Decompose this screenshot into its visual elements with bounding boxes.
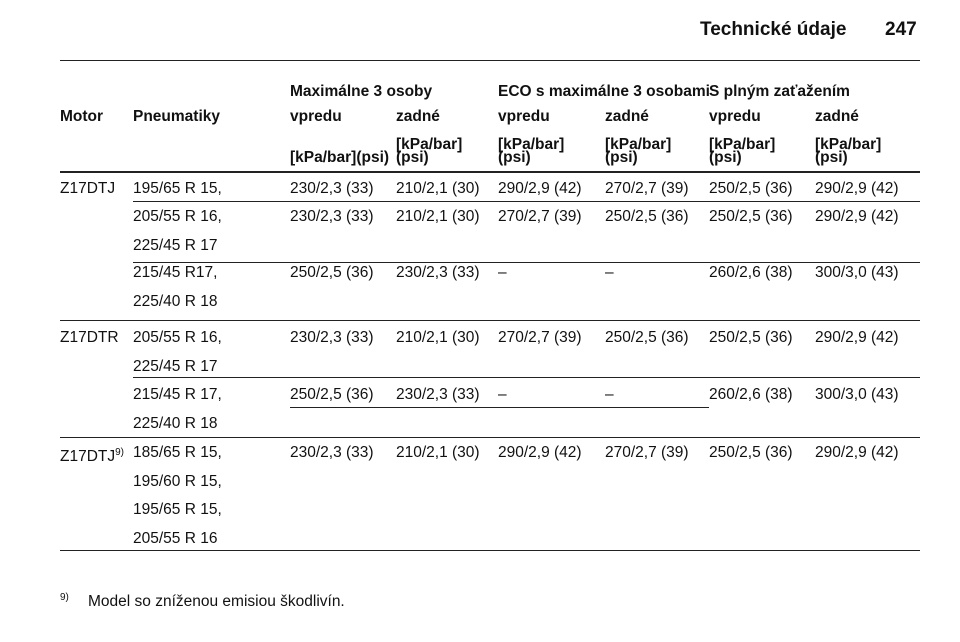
pressure: 210/2,1 (30) bbox=[396, 444, 480, 461]
tire-size: 195/60 R 15, bbox=[133, 472, 222, 490]
tire-size: 195/65 R 15, bbox=[133, 180, 222, 197]
pressure: 290/2,9 (42) bbox=[815, 180, 899, 197]
pressure: 290/2,9 (42) bbox=[815, 329, 899, 346]
tire-size: 225/45 R 17 bbox=[133, 236, 218, 254]
rule bbox=[290, 407, 709, 408]
unit-header: [kPa/bar] bbox=[709, 136, 776, 153]
group-header: S plným zaťažením bbox=[709, 83, 850, 100]
tire-size: 205/55 R 16, bbox=[133, 329, 222, 346]
column-header: Motor bbox=[60, 108, 104, 125]
unit-header: [kPa/bar] bbox=[498, 136, 565, 153]
unit-header: (psi) bbox=[396, 149, 429, 166]
pressure: 250/2,5 (36) bbox=[605, 208, 689, 225]
group-header: Maximálne 3 osoby bbox=[290, 83, 433, 100]
pressure: 250/2,5 (36) bbox=[605, 329, 689, 346]
column-header: zadné bbox=[396, 108, 440, 125]
pressure: 230/2,3 (33) bbox=[396, 386, 480, 403]
unit-header: (psi) bbox=[498, 149, 531, 166]
pressure: 250/2,5 (36) bbox=[709, 180, 793, 197]
rule bbox=[60, 60, 920, 61]
unit-header: (psi) bbox=[605, 149, 638, 166]
column-header: zadné bbox=[815, 108, 859, 125]
motor: Z17DTR bbox=[60, 329, 119, 346]
pressure: – bbox=[498, 386, 507, 403]
pressure: 250/2,5 (36) bbox=[709, 329, 793, 346]
pressure: 270/2,7 (39) bbox=[605, 180, 689, 197]
pressure: 210/2,1 (30) bbox=[396, 180, 480, 197]
tire-size: 225/40 R 18 bbox=[133, 292, 218, 310]
rule bbox=[133, 377, 920, 378]
footnote-mark: 9) bbox=[60, 592, 69, 603]
pressure: 270/2,7 (39) bbox=[498, 329, 582, 346]
pressure: 270/2,7 (39) bbox=[605, 444, 689, 461]
tire-size: 195/65 R 15, bbox=[133, 501, 222, 519]
column-header: vpredu bbox=[290, 108, 342, 125]
motor: Z17DTJ bbox=[60, 180, 116, 197]
pressure: 300/3,0 (43) bbox=[815, 264, 899, 281]
unit-header: (psi) bbox=[815, 149, 848, 166]
unit-header: (psi) bbox=[709, 149, 742, 166]
pressure: 250/2,5 (36) bbox=[709, 444, 793, 461]
tire-size: 185/65 R 15, bbox=[133, 444, 222, 461]
tire-size: 225/45 R 17 bbox=[133, 357, 218, 375]
pressure: 230/2,3 (33) bbox=[290, 180, 374, 197]
motor: Z17DTJ9) bbox=[60, 447, 125, 466]
column-header: vpredu bbox=[498, 108, 550, 125]
unit-header: [kPa/bar] bbox=[815, 136, 882, 153]
rule bbox=[60, 320, 920, 321]
pressure: 300/3,0 (43) bbox=[815, 386, 899, 403]
column-header: zadné bbox=[605, 108, 649, 125]
pressure: – bbox=[605, 264, 614, 281]
pressure: 250/2,5 (36) bbox=[290, 264, 374, 281]
group-header: ECO s maximálne 3 osobami bbox=[498, 83, 710, 100]
pressure: 290/2,9 (42) bbox=[498, 180, 582, 197]
pressure: 230/2,3 (33) bbox=[396, 264, 480, 281]
footnote-ref: 9) bbox=[115, 447, 125, 458]
unit-header: [kPa/bar] bbox=[605, 136, 672, 153]
tire-size: 225/40 R 18 bbox=[133, 414, 218, 432]
rule bbox=[60, 550, 920, 551]
page-number: 247 bbox=[885, 19, 917, 40]
page-title: Technické údaje bbox=[700, 19, 847, 40]
pressure: 230/2,3 (33) bbox=[290, 208, 374, 225]
pressure: 230/2,3 (33) bbox=[290, 329, 374, 346]
pressure: 210/2,1 (30) bbox=[396, 208, 480, 225]
unit-header: [kPa/bar](psi) bbox=[290, 149, 390, 166]
tire-size: 205/55 R 16, bbox=[133, 208, 222, 225]
pressure: 260/2,6 (38) bbox=[709, 386, 793, 403]
pressure: 270/2,7 (39) bbox=[498, 208, 582, 225]
tire-size: 215/45 R17, bbox=[133, 264, 218, 281]
rule bbox=[60, 171, 920, 173]
pressure: 290/2,9 (42) bbox=[498, 444, 582, 461]
pressure: 260/2,6 (38) bbox=[709, 264, 793, 281]
pressure: 230/2,3 (33) bbox=[290, 444, 374, 461]
column-header: vpredu bbox=[709, 108, 761, 125]
footnote-text: Model so zníženou emisiou škodlivín. bbox=[88, 593, 345, 610]
pressure: 210/2,1 (30) bbox=[396, 329, 480, 346]
tire-size: 205/55 R 16 bbox=[133, 530, 218, 548]
rule bbox=[133, 201, 920, 202]
column-header: Pneumatiky bbox=[133, 108, 221, 125]
rule bbox=[60, 437, 920, 438]
pressure: 250/2,5 (36) bbox=[709, 208, 793, 225]
pressure: 250/2,5 (36) bbox=[290, 386, 374, 403]
pressure: – bbox=[498, 264, 507, 281]
pressure: 290/2,9 (42) bbox=[815, 444, 899, 461]
rule bbox=[133, 262, 920, 263]
unit-header: [kPa/bar] bbox=[396, 136, 463, 153]
pressure: – bbox=[605, 386, 614, 403]
pressure: 290/2,9 (42) bbox=[815, 208, 899, 225]
tire-size: 215/45 R 17, bbox=[133, 386, 222, 403]
